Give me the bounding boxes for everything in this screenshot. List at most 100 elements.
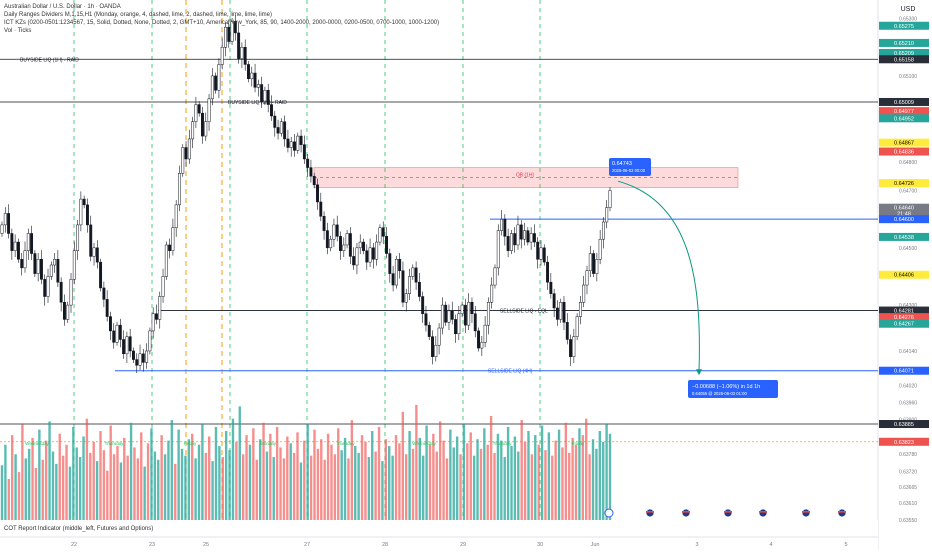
price-badge <box>879 203 929 212</box>
event-flag-stripe <box>724 511 732 513</box>
candle-body <box>30 233 34 254</box>
candle-body <box>122 339 126 355</box>
price-badge-text: 0.64640 <box>894 206 914 212</box>
volume-bar <box>384 439 388 520</box>
economic-event-icons[interactable] <box>604 508 847 518</box>
volume-bar <box>82 436 85 520</box>
candle-body <box>559 301 563 320</box>
volume-bar <box>347 458 350 520</box>
candle-body <box>385 236 388 254</box>
weekday-label: Wednesday <box>25 441 49 446</box>
price-badge <box>879 437 929 446</box>
volume-bar <box>4 444 7 520</box>
volume-bar <box>466 443 469 520</box>
time-labels: 22 23 25 27 28 29 30 Jun 3 4 5 <box>71 542 848 548</box>
volume-bar <box>58 433 61 520</box>
volume-bar <box>34 467 38 520</box>
volume-bar <box>44 440 48 520</box>
volume-bar <box>605 424 608 520</box>
volume-bar <box>197 444 201 520</box>
price-tick: 0.64020 <box>899 383 917 389</box>
candle-body <box>335 224 339 237</box>
volume-bar <box>520 420 523 520</box>
volume-bar <box>391 455 394 520</box>
volume-bar <box>126 455 129 520</box>
volume-bar <box>224 431 228 520</box>
volume-bar <box>408 431 411 520</box>
candle-body <box>224 26 227 48</box>
volume-bar <box>160 435 163 520</box>
candle-body <box>56 259 60 283</box>
indicator-volume[interactable]: Vol · Ticks <box>4 28 32 34</box>
volume-bar <box>72 426 75 520</box>
volume-bar <box>102 450 106 520</box>
price-badge <box>879 209 929 218</box>
volume-bar <box>449 429 452 520</box>
indicator-cot-report[interactable]: COT Report Indicator (middle_left, Futur… <box>4 526 154 532</box>
volume-bar <box>292 452 296 520</box>
price-badge-text: 0.64276 <box>894 315 914 321</box>
candle-body <box>450 310 454 320</box>
volume-bar <box>411 448 415 520</box>
buyside-liq-label-2: BUYSIDE LIQ (1H) - RAID <box>228 100 287 106</box>
price-tick: 0.64800 <box>899 160 917 166</box>
volume-bar <box>245 435 248 520</box>
price-badge-text: 0.64977 <box>894 109 914 115</box>
volume-bar <box>551 455 554 520</box>
candle-body <box>128 336 132 352</box>
candle-body <box>480 342 484 349</box>
volume-bar <box>214 426 218 520</box>
time-label: 28 <box>382 542 388 548</box>
callout-bottom[interactable] <box>688 380 778 398</box>
volume-bar <box>279 447 282 520</box>
candle-body <box>250 72 254 80</box>
price-badge <box>879 114 929 123</box>
volume-bar <box>585 418 588 520</box>
volume-bar <box>554 440 557 520</box>
indicator-ict-kz[interactable]: ICT KZs (0200-0501:1234567, 15, Solid, D… <box>4 20 440 26</box>
candle-body <box>135 359 139 366</box>
candle-body <box>454 319 457 335</box>
volume-bar <box>174 463 177 520</box>
candle-body <box>240 46 244 59</box>
candle-body <box>62 301 66 320</box>
candle-body <box>319 201 323 217</box>
volume-bar <box>92 441 95 520</box>
volume-bar <box>432 433 435 520</box>
candle-body <box>424 313 428 326</box>
volume-bar <box>469 432 472 520</box>
candle-body <box>401 270 405 303</box>
candle-body <box>125 336 129 355</box>
sellside-4h-label: SELLSIDE LIQ (4H) <box>488 369 533 375</box>
volume-bar <box>483 428 486 520</box>
candle-body <box>598 238 602 260</box>
candle-body <box>325 230 329 249</box>
projection-arrow[interactable] <box>617 180 700 372</box>
candle-body <box>536 241 540 260</box>
candle-body <box>355 247 359 266</box>
price-badge-text: 0.64406 <box>894 273 914 279</box>
candle-body <box>72 250 76 280</box>
volume-bar <box>282 458 286 520</box>
candle-body <box>132 350 135 360</box>
volume-bar <box>571 437 574 520</box>
volume-bar <box>143 466 146 520</box>
price-badge-text: 0.64836 <box>894 150 914 156</box>
candlesticks <box>0 15 612 374</box>
volume-bar <box>425 425 428 520</box>
callout-top[interactable] <box>609 158 651 176</box>
volume-bar <box>598 431 602 520</box>
candle-body <box>605 207 609 223</box>
currency-label: USD <box>901 6 916 13</box>
volume-bar <box>503 457 506 520</box>
indicator-daily-ranges[interactable]: Daily Ranges Dividers M,1,15,H1 (Monday,… <box>4 12 273 18</box>
candle-body <box>322 216 326 231</box>
volume-bar <box>588 454 591 520</box>
price-badge <box>879 420 929 429</box>
event-flag-icon <box>837 508 847 518</box>
candle-body <box>500 218 503 231</box>
volume-bar <box>394 435 398 520</box>
volume-bar <box>343 437 347 520</box>
